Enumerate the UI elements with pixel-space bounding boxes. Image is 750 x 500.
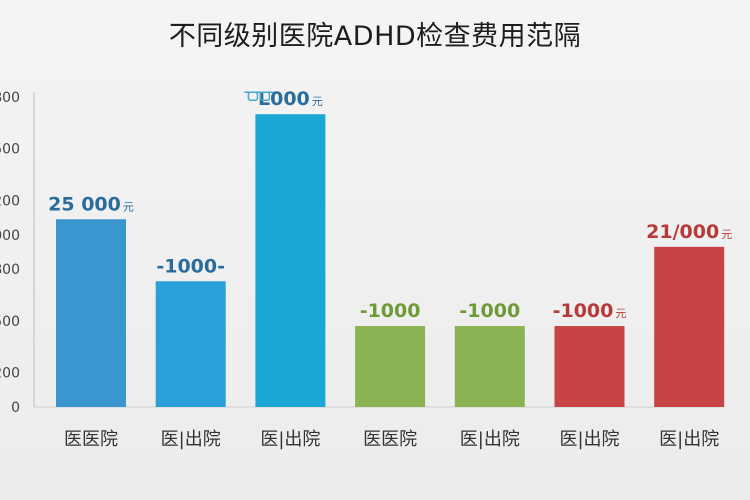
data-label: -1000 元: [553, 300, 627, 322]
category-labels: 医医院 医|出院 医|出院 医医院 医|出院 医|出院 医|出院: [64, 429, 719, 450]
bar: [454, 326, 525, 407]
glasses-icon: [244, 91, 274, 101]
data-label-unit: 元: [721, 228, 732, 241]
bar: [155, 281, 226, 407]
bar: [355, 326, 426, 407]
y-tick-label: 1000: [0, 228, 20, 244]
y-tick-label: 1500: [0, 142, 20, 158]
y-tick-label: 1800: [0, 90, 20, 106]
chart-title: 不同级别医院ADHD检查费用范隔: [168, 21, 582, 52]
bar: [654, 246, 725, 407]
data-label: -1000: [360, 300, 421, 322]
category-label: 医医院: [64, 429, 118, 450]
y-tick-label: 800: [0, 262, 20, 278]
category-label: 医|出院: [260, 429, 320, 450]
data-labels: 25 000 元 -1000- L000 元 -1000 -1000 -1000 元 21/000…: [48, 88, 732, 322]
bars: [56, 114, 725, 407]
data-label: 21/000 元: [646, 221, 732, 243]
category-label: 医医院: [363, 429, 417, 450]
category-label: 医|出院: [161, 429, 221, 450]
bar: [56, 219, 126, 407]
data-label: -1000-: [156, 255, 225, 277]
data-label: -1000: [459, 300, 520, 322]
y-tick-label: 0: [11, 400, 20, 416]
data-label: 25 000 元: [48, 193, 134, 215]
category-label: 医|出院: [559, 429, 619, 450]
y-tick-label: 200: [0, 366, 20, 382]
y-tick-label: 1200: [0, 193, 20, 209]
data-label-unit: 元: [615, 307, 626, 320]
data-label-unit: 元: [123, 200, 134, 213]
y-tick-label: 500: [0, 314, 20, 330]
data-label: L000 元: [258, 88, 323, 110]
category-label: 医|出院: [659, 429, 719, 450]
bar: [554, 326, 625, 407]
bar: [255, 114, 326, 407]
category-label: 医|出院: [460, 429, 520, 450]
data-label-unit: 元: [312, 95, 323, 108]
